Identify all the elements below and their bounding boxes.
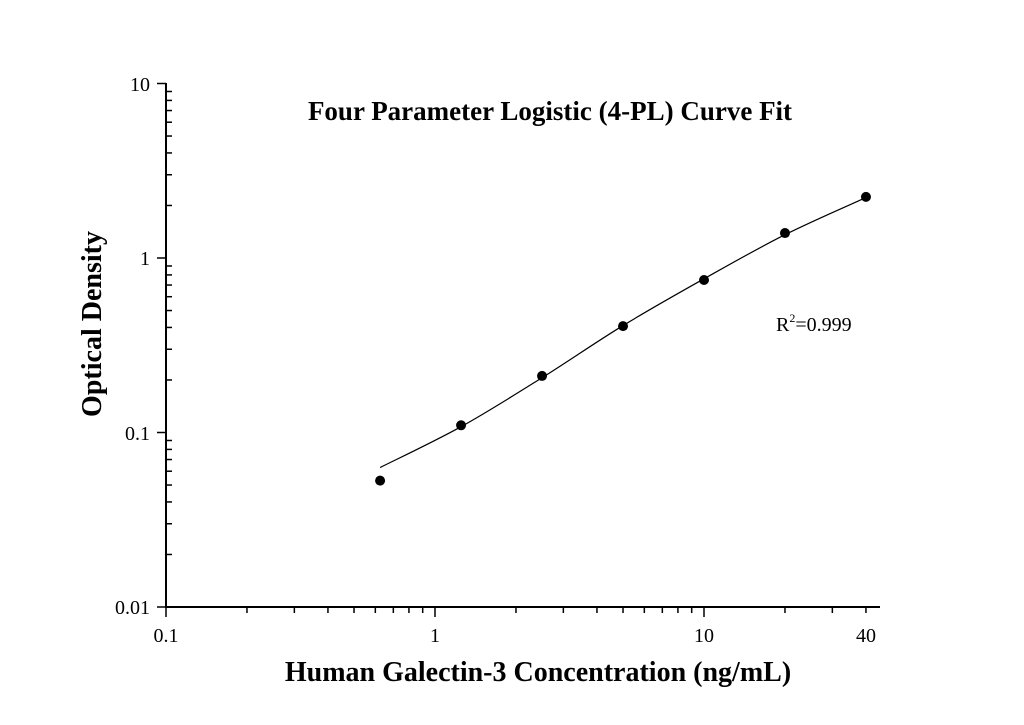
x-tick-label: 1 [430,625,440,647]
data-point [537,370,548,381]
x-tick-label: 10 [694,625,714,647]
r-squared-superscript: 2 [789,311,795,325]
x-tick-labels: 0.1 1 10 40 [154,625,877,647]
data-point [618,321,629,332]
y-tick-labels: 10 1 0.1 0.01 [115,74,150,619]
data-point [779,228,790,239]
fit-curve-line [379,197,867,469]
x-axis-label: Human Galectin-3 Concentration (ng/mL) [285,657,791,688]
data-point [699,275,709,286]
y-tick-label: 0.01 [115,597,150,619]
x-tick-label: 0.1 [154,625,179,647]
r-squared-value: =0.999 [795,314,851,336]
data-point [375,475,386,486]
y-tick-label: 10 [130,74,150,96]
y-tick-label: 0.1 [125,423,150,445]
axes [165,83,880,608]
data-points [375,191,871,486]
r-squared-annotation: R2=0.999 [776,311,852,336]
y-axis-ticks [157,82,172,608]
r-squared-base: R [776,314,790,336]
x-tick-label: 40 [856,625,876,647]
chart-title: Four Parameter Logistic (4-PL) Curve Fit [308,96,792,126]
y-axis-label: Optical Density [77,231,108,417]
data-point [860,191,871,202]
data-point [456,420,467,431]
y-tick-label: 1 [140,248,150,270]
x-axis-ticks [165,607,867,617]
